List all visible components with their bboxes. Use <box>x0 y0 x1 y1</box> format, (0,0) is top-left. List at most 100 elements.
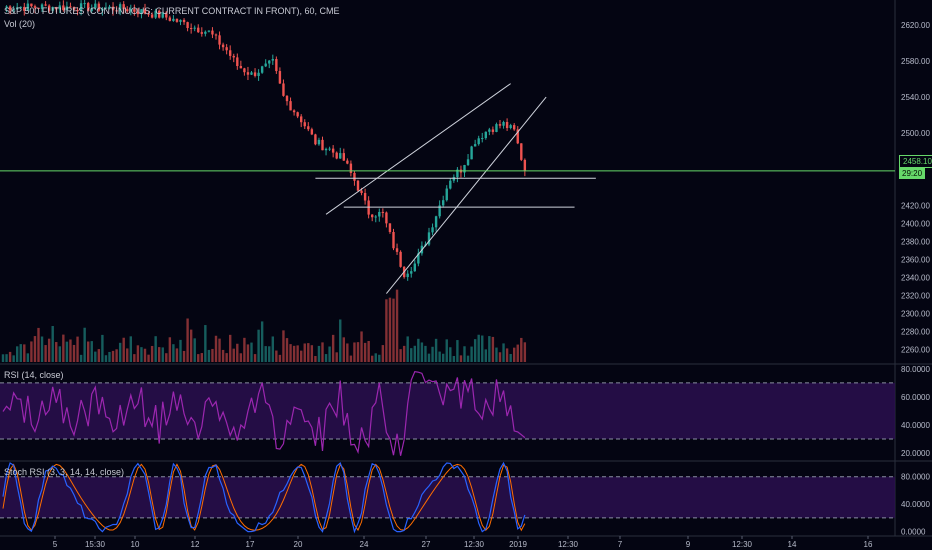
volume-bar <box>12 355 15 362</box>
candle <box>282 83 285 96</box>
volume-bar <box>431 346 434 362</box>
candle <box>264 63 267 67</box>
price-tick-label: 2320.00 <box>901 291 930 300</box>
volume-bar <box>168 337 172 362</box>
volume-bar <box>442 353 445 362</box>
candle <box>87 3 90 11</box>
candle <box>218 35 221 45</box>
volume-bar <box>282 330 285 362</box>
volume-bar <box>8 351 12 362</box>
candle <box>374 216 377 218</box>
candle <box>83 3 86 5</box>
volume-bar <box>211 348 214 362</box>
volume-bar <box>363 342 367 362</box>
candle <box>19 6 22 8</box>
price-tick-label: 2620.00 <box>901 21 930 30</box>
candle <box>108 6 111 8</box>
volume-bar <box>466 355 470 362</box>
stoch-band <box>0 476 895 518</box>
volume-bar <box>101 334 104 362</box>
volume-bar <box>214 335 218 362</box>
volume-bar <box>154 336 157 362</box>
volume-bar <box>16 346 19 362</box>
candle <box>356 180 360 191</box>
candle <box>434 216 438 228</box>
time-tick-label: 9 <box>686 540 691 549</box>
candle <box>118 4 122 12</box>
candle <box>236 57 239 67</box>
price-tick-label: 2260.00 <box>901 345 930 354</box>
candle <box>12 9 15 11</box>
volume-bar <box>477 334 480 362</box>
time-tick-label: 12 <box>191 540 200 549</box>
stoch-tick-label: 0.0000 <box>901 528 926 537</box>
candle <box>76 9 79 12</box>
candle <box>371 214 374 218</box>
candle <box>97 3 101 11</box>
stoch-rsi-label: Stoch RSI (3, 3, 14, 14, close) <box>4 467 125 477</box>
candle <box>154 10 157 18</box>
candle <box>296 112 299 117</box>
price-tick-label: 2360.00 <box>901 255 930 264</box>
candle <box>346 160 349 164</box>
candle <box>172 18 175 21</box>
candle <box>456 169 459 178</box>
volume-bar <box>51 326 54 362</box>
volume-bar <box>83 327 86 362</box>
volume-bar <box>317 345 321 362</box>
volume-bar <box>268 346 271 362</box>
volume-bar <box>285 338 289 362</box>
volume-bar <box>402 345 406 362</box>
time-tick-label: 10 <box>131 540 140 549</box>
volume-bar <box>197 354 200 362</box>
volume-bar <box>143 348 147 362</box>
candle <box>516 129 519 144</box>
volume-bar <box>229 334 232 362</box>
volume-bar <box>328 346 331 362</box>
volume-bar <box>463 346 466 362</box>
volume-bar <box>23 344 26 362</box>
volume-bar <box>473 339 477 362</box>
volume-bar <box>122 337 125 362</box>
volume-bar <box>509 353 512 362</box>
volume-bar <box>33 336 37 362</box>
price-tick-label: 2400.00 <box>901 219 930 228</box>
candle <box>331 148 335 153</box>
candle <box>200 32 203 34</box>
volume-bar <box>104 355 108 362</box>
candle <box>335 152 338 159</box>
rsi-tick-label: 60.0000 <box>901 393 930 402</box>
volume-bar <box>420 342 424 362</box>
volume-bar <box>427 353 431 362</box>
volume-bar <box>55 342 58 362</box>
volume-bar <box>452 355 456 362</box>
volume-bar <box>65 341 69 362</box>
candle <box>204 31 207 34</box>
time-tick-label: 27 <box>422 540 431 549</box>
candle <box>271 59 274 61</box>
candle <box>150 14 154 18</box>
candle <box>513 125 516 130</box>
candle <box>438 205 441 217</box>
volume-bar <box>94 351 97 362</box>
rsi-line <box>2 371 526 456</box>
candle <box>392 231 395 249</box>
candle <box>65 6 69 11</box>
volume-bar <box>239 353 243 362</box>
candle <box>161 12 164 18</box>
candle <box>406 273 409 278</box>
candle <box>72 7 76 10</box>
volume-bar <box>5 354 8 362</box>
candle <box>445 188 448 201</box>
volume-bar <box>292 345 296 362</box>
candle <box>285 95 289 102</box>
stoch-tick-label: 80.0000 <box>901 473 930 482</box>
candle <box>104 7 108 9</box>
volume-bar <box>264 346 267 362</box>
candle <box>278 71 282 84</box>
volume-bar <box>1 354 5 362</box>
time-tick-label: 16 <box>864 540 873 549</box>
volume-bar <box>374 353 377 362</box>
candle <box>189 28 193 30</box>
